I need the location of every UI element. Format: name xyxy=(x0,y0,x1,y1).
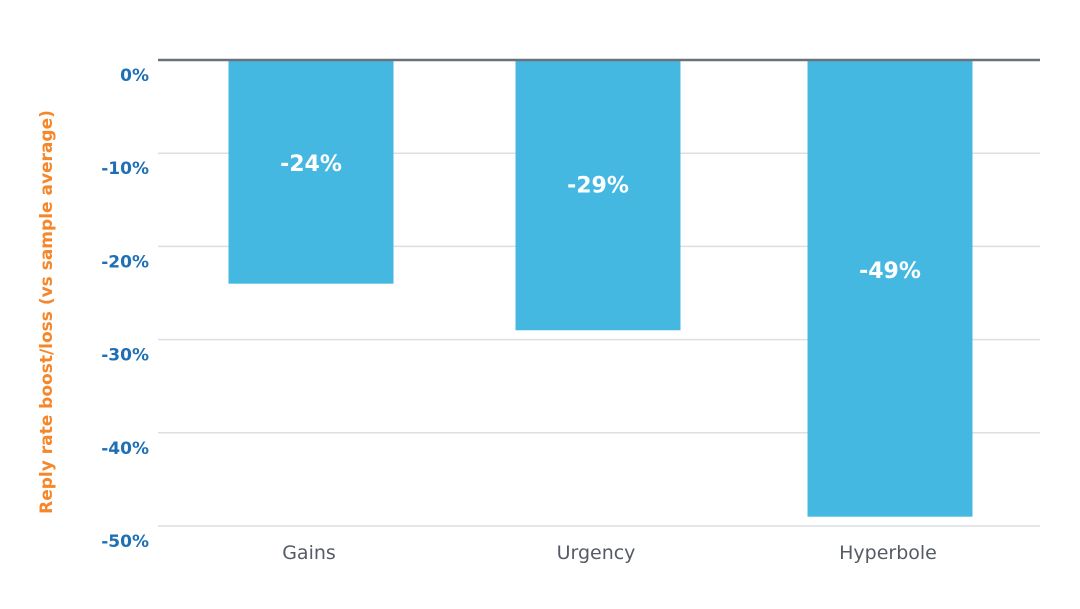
x-tick-label: Urgency xyxy=(557,542,636,564)
y-axis-ticks: 0% -10% -20% -30% -40% -50% xyxy=(101,66,149,552)
bar-hyperbole xyxy=(807,60,973,517)
y-tick-label: -40% xyxy=(101,439,149,459)
y-tick-label: -10% xyxy=(101,159,149,179)
bar-value-labels: -24% -29% -49% xyxy=(280,152,921,284)
y-tick-label: 0% xyxy=(120,66,149,86)
x-tick-label: Hyperbole xyxy=(839,542,937,564)
y-tick-label: -30% xyxy=(101,346,149,366)
bar-value-label: -24% xyxy=(280,152,342,177)
bar-gains xyxy=(228,60,394,284)
y-tick-label: -20% xyxy=(101,252,149,272)
bar-value-label: -29% xyxy=(567,173,629,198)
x-axis-ticks: Gains Urgency Hyperbole xyxy=(282,542,937,564)
bar-value-label: -49% xyxy=(859,259,921,284)
bars xyxy=(228,60,973,517)
y-axis-title: Reply rate boost/loss (vs sample average… xyxy=(37,110,57,514)
y-tick-label: -50% xyxy=(101,532,149,552)
x-tick-label: Gains xyxy=(282,542,336,564)
bar-urgency xyxy=(515,60,681,331)
